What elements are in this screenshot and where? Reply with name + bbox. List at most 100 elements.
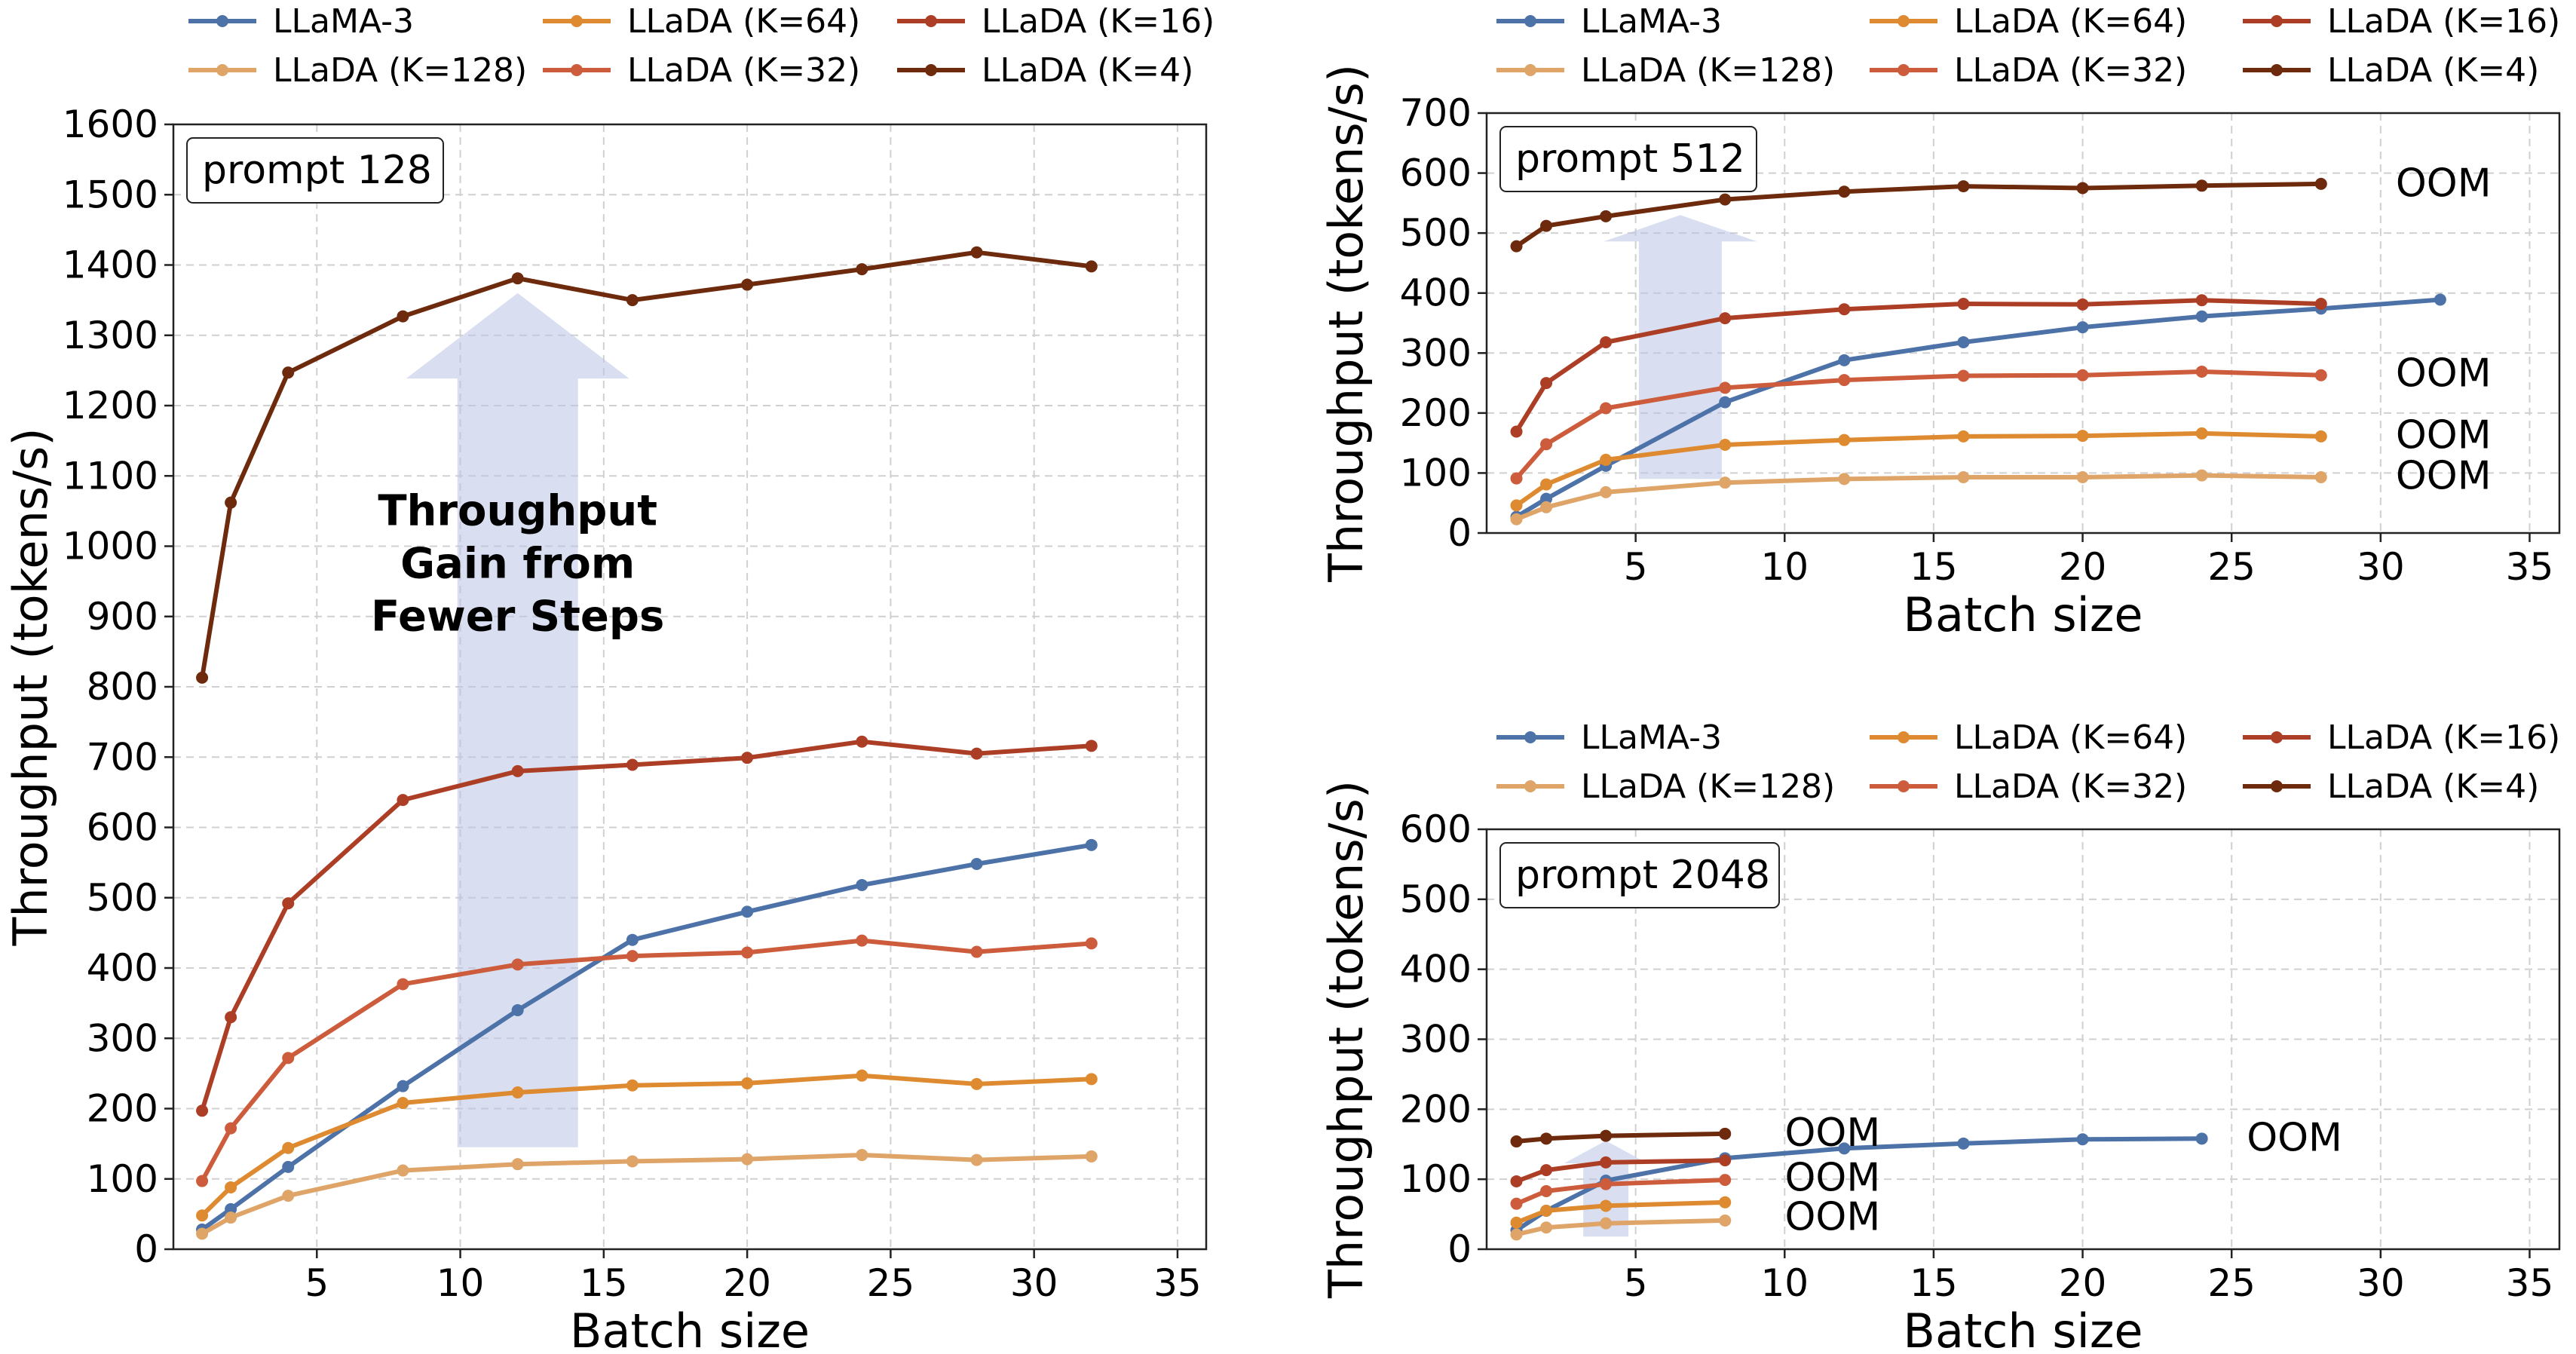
series-llada-k-4 [1510, 1127, 1732, 1148]
series-line-llada-k-32 [1515, 369, 2321, 480]
y-tick-label: 1600 [63, 103, 158, 146]
legend-entry-llada-k-4: LLaDA (K=4) [2243, 51, 2539, 90]
legend-entry-llada-k-32: LLaDA (K=32) [543, 51, 860, 90]
data-point [2314, 470, 2327, 483]
arrow-annotation-line: Throughput [378, 487, 657, 536]
data-point [1600, 486, 1613, 498]
y-tick-label: 500 [87, 876, 158, 920]
legend-entry-llada-k-4: LLaDA (K=4) [897, 51, 1193, 90]
data-point [741, 1153, 754, 1166]
data-point [282, 1160, 295, 1173]
data-point [196, 1104, 209, 1117]
x-tick-label: 25 [2207, 1261, 2256, 1305]
y-tick-label: 600 [1400, 807, 1472, 851]
data-point [397, 1164, 409, 1177]
series-llada-k-128 [1510, 1214, 1732, 1241]
x-tick-label: 5 [1624, 545, 1648, 589]
data-point [2195, 310, 2208, 323]
legend-swatch-marker [1524, 780, 1536, 792]
data-point [1085, 937, 1098, 950]
y-tick-label: 1200 [63, 384, 158, 427]
panel-prompt-2048: 5 10 15 20 25 30 35 0 100 200 300 400 500 600 Batch si… [1319, 718, 2561, 1354]
prompt-label-box [1499, 842, 1780, 908]
series-line-llada-k-64 [200, 1073, 1092, 1218]
legend-entry-llama-3: LLaMA-3 [1496, 718, 1722, 757]
legend-label: LLaDA (K=4) [2327, 767, 2539, 806]
data-point [1085, 1150, 1098, 1163]
legend-label: LLaDA (K=64) [1954, 718, 2187, 757]
data-point [511, 1003, 524, 1016]
data-point [2434, 293, 2446, 306]
data-point [1957, 1137, 1970, 1150]
series-line-llama-3 [1515, 297, 2441, 519]
series-llada-k-16 [1510, 1154, 1732, 1187]
data-point [970, 246, 983, 259]
data-point [1600, 1178, 1613, 1190]
oom-label: OOM [1785, 1194, 1881, 1239]
data-point [626, 294, 639, 307]
x-tick-label: 20 [723, 1261, 771, 1305]
data-point [2195, 469, 2208, 482]
data-point [1540, 1184, 1553, 1197]
arrow-annotation-line: Fewer Steps [371, 593, 664, 642]
y-tick-label: 200 [87, 1087, 158, 1131]
data-point [397, 1080, 409, 1092]
data-point [1719, 1174, 1732, 1187]
data-point [970, 1153, 983, 1166]
panel-prompt-512: 5 10 15 20 25 30 35 0 100 200 300 400 500 600 700 Batch… [1319, 2, 2561, 642]
y-tick-label: 100 [1400, 451, 1472, 495]
data-point [970, 857, 983, 870]
legend-swatch-marker [1898, 64, 1910, 76]
data-point [970, 747, 983, 760]
data-point [282, 1052, 295, 1065]
data-point [741, 905, 754, 918]
data-point [1085, 1073, 1098, 1086]
legend-entry-llada-k-64: LLaDA (K=64) [1870, 718, 2187, 757]
data-point [1540, 1204, 1553, 1217]
oom-label: OOM [2396, 454, 2492, 499]
x-tick-label: 25 [867, 1261, 915, 1305]
data-point [856, 1149, 868, 1162]
y-tick-label: 500 [1400, 878, 1472, 921]
data-point [282, 366, 295, 379]
legend: LLaMA-3 LLaDA (K=128) LLaDA (K=64) LLaDA (K… [188, 2, 1214, 90]
data-point [1510, 1175, 1523, 1187]
x-tick-label: 25 [2207, 545, 2256, 589]
data-point [1510, 513, 1523, 525]
data-point [1719, 439, 1732, 452]
y-axis-title: Throughput (tokens/s) [3, 427, 58, 946]
data-point [2195, 179, 2208, 192]
x-axis-title: Batch size [1903, 587, 2143, 642]
data-point [282, 1190, 295, 1202]
legend-label: LLaDA (K=16) [982, 2, 1214, 41]
series-line-llada-k-128 [1515, 473, 2321, 522]
x-tick-label: 5 [1624, 1261, 1648, 1305]
series-llada-k-128 [1510, 469, 2327, 525]
x-tick-label: 35 [2506, 1261, 2554, 1305]
data-point [1540, 1164, 1553, 1177]
x-tick-label: 15 [1910, 1261, 1958, 1305]
series-line-llada-k-32 [1515, 1178, 1726, 1206]
data-point [1957, 335, 1970, 348]
legend-swatch-marker [216, 15, 228, 27]
y-tick-label: 1300 [63, 314, 158, 357]
x-tick-label: 30 [2357, 545, 2405, 589]
y-tick-label: 600 [1400, 152, 1472, 195]
legend-entry-llada-k-128: LLaDA (K=128) [1496, 767, 1835, 806]
prompt-label: prompt 512 [1515, 136, 1745, 182]
data-point [1719, 1214, 1732, 1227]
data-point [397, 978, 409, 991]
series-line-llada-k-32 [200, 938, 1092, 1182]
series-llada-k-16 [196, 735, 1098, 1117]
legend-label: LLaMA-3 [273, 2, 414, 41]
data-point [1540, 377, 1553, 390]
oom-label: OOM [2396, 351, 2492, 397]
data-point [511, 1086, 524, 1099]
legend-entry-llada-k-64: LLaDA (K=64) [1870, 2, 2187, 41]
y-tick-label: 300 [87, 1016, 158, 1060]
legend-swatch-marker [1898, 780, 1910, 792]
data-point [741, 1077, 754, 1089]
oom-label: OOM [2396, 161, 2492, 206]
throughput-gain-arrow [406, 293, 629, 1147]
